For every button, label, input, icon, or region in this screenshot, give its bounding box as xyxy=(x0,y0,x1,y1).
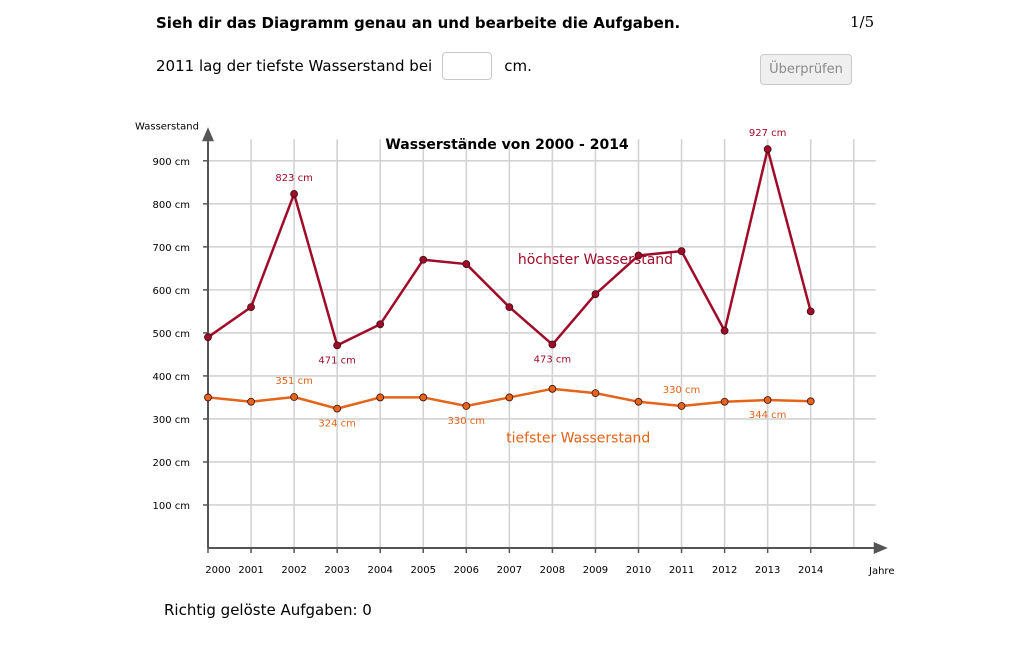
question-suffix: cm. xyxy=(504,57,532,75)
data-point-highest xyxy=(763,145,772,154)
x-tick-label: 2014 xyxy=(798,565,823,576)
data-point-highest xyxy=(290,190,299,198)
chart-title: Wasserstände von 2000 - 2014 xyxy=(385,137,629,153)
data-point-highest xyxy=(548,340,557,349)
data-point-highest xyxy=(677,247,686,256)
y-axis-arrow xyxy=(202,127,214,142)
x-tick-label: 2001 xyxy=(238,565,263,576)
data-point-highest xyxy=(204,333,212,342)
series-name-label: tiefster Wasserstand xyxy=(506,431,650,447)
answer-input[interactable] xyxy=(442,52,493,80)
y-tick-label: 800 cm xyxy=(152,200,190,211)
x-tick-label: 2012 xyxy=(712,565,737,576)
x-tick-label: 2006 xyxy=(454,565,479,576)
y-tick-label: 400 cm xyxy=(152,372,190,383)
data-point-lowest xyxy=(290,393,299,401)
page-counter: 1/5 xyxy=(850,13,875,31)
data-point-lowest xyxy=(419,393,428,402)
x-tick-label: 2002 xyxy=(281,565,306,576)
y-tick-label: 100 cm xyxy=(152,501,190,512)
data-point-highest xyxy=(419,255,428,264)
data-point-highest xyxy=(247,303,255,311)
x-tick-label: 2011 xyxy=(669,565,694,576)
x-tick-label: 2005 xyxy=(411,565,436,576)
question-row: 2011 lag der tiefste Wasserstand bei cm. xyxy=(156,50,532,82)
x-axis-label: Jahre xyxy=(868,566,894,577)
data-point-lowest xyxy=(333,404,342,413)
y-tick-label: 700 cm xyxy=(152,243,190,254)
data-label: 473 cm xyxy=(534,355,572,366)
data-point-highest xyxy=(376,320,385,329)
data-point-lowest xyxy=(204,393,212,402)
data-label: 471 cm xyxy=(318,355,356,366)
data-point-lowest xyxy=(763,396,772,404)
data-label: 927 cm xyxy=(749,128,787,139)
data-point-lowest xyxy=(591,389,600,398)
data-label: 330 cm xyxy=(448,416,486,427)
y-tick-label: 500 cm xyxy=(152,329,190,340)
data-label: 351 cm xyxy=(275,376,313,387)
y-tick-label: 600 cm xyxy=(152,286,190,297)
x-tick-label: 2013 xyxy=(755,565,780,576)
data-label: 344 cm xyxy=(749,410,787,421)
data-point-highest xyxy=(462,260,471,268)
instruction-text: Sieh dir das Diagramm genau an und bearb… xyxy=(156,14,681,32)
data-point-highest xyxy=(634,251,643,260)
x-tick-label: 2008 xyxy=(540,565,565,576)
data-point-highest xyxy=(720,326,729,335)
data-point-lowest xyxy=(720,397,729,406)
data-point-highest xyxy=(806,307,815,316)
x-axis-arrow xyxy=(873,542,888,554)
x-tick-label: 2010 xyxy=(626,565,651,576)
series-name-label: höchster Wasserstand xyxy=(518,252,673,268)
check-button[interactable]: Überprüfen xyxy=(760,54,852,85)
data-point-highest xyxy=(505,303,514,311)
x-tick-label: 2004 xyxy=(367,565,392,576)
y-tick-label: 200 cm xyxy=(152,458,190,469)
data-point-lowest xyxy=(505,393,514,402)
x-tick-label: 2000 xyxy=(205,565,230,576)
data-label: 330 cm xyxy=(663,385,701,396)
data-point-highest xyxy=(333,341,342,350)
data-point-highest xyxy=(591,290,600,299)
x-tick-label: 2007 xyxy=(497,565,522,576)
question-prefix: 2011 lag der tiefste Wasserstand bei xyxy=(156,57,433,75)
data-point-lowest xyxy=(677,402,686,410)
data-point-lowest xyxy=(247,397,255,406)
x-tick-label: 2009 xyxy=(583,565,608,576)
data-point-lowest xyxy=(376,393,385,402)
data-point-lowest xyxy=(462,402,471,410)
y-tick-label: 900 cm xyxy=(152,157,190,168)
data-label: 324 cm xyxy=(318,419,356,430)
data-point-lowest xyxy=(548,384,557,393)
x-tick-label: 2003 xyxy=(324,565,349,576)
y-tick-label: 300 cm xyxy=(152,415,190,426)
score-text: Richtig gelöste Aufgaben: 0 xyxy=(164,601,372,619)
data-point-lowest xyxy=(634,397,643,406)
data-label: 823 cm xyxy=(275,173,313,184)
y-axis-label: Wasserstand xyxy=(135,121,199,132)
data-point-lowest xyxy=(806,397,815,406)
